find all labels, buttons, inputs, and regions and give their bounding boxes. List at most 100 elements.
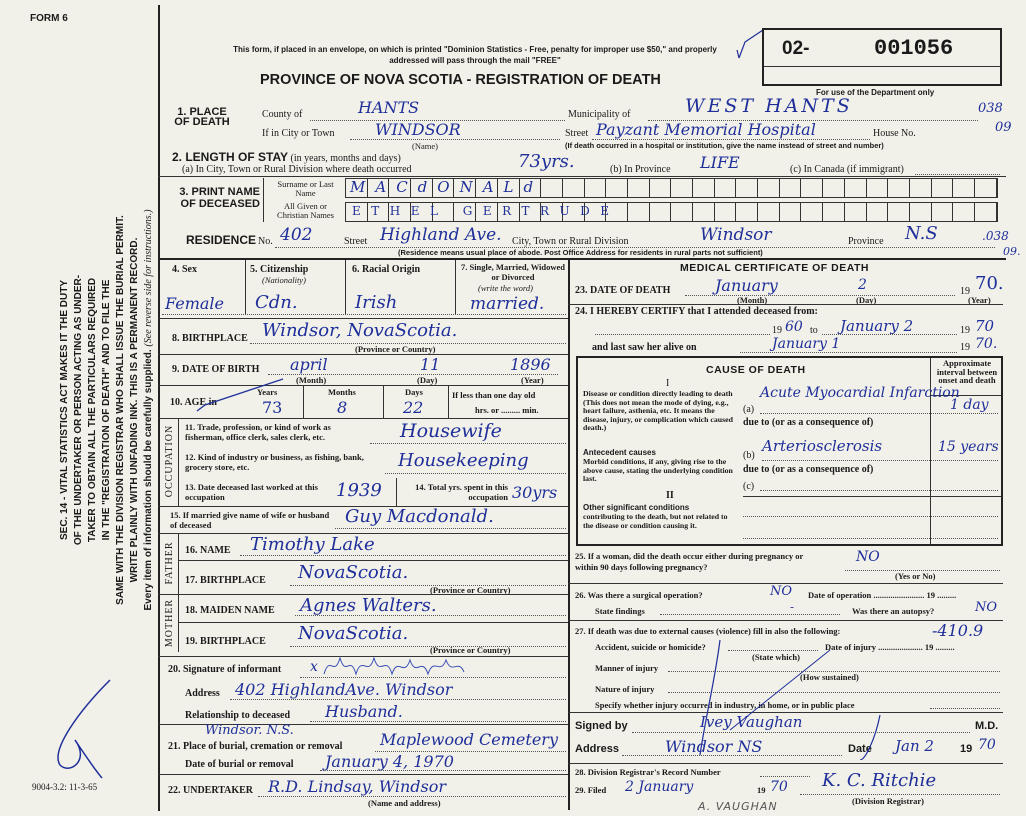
relationship-value: Husband. xyxy=(325,702,403,721)
due-to-label: due to (or as a consequence of) xyxy=(743,464,874,475)
cause-a-interval: 1 day xyxy=(950,397,989,413)
industry-value: Housekeeping xyxy=(398,450,529,471)
day-hint: (Day) xyxy=(856,295,877,305)
spouse-value: Guy Macdonald. xyxy=(345,506,494,527)
side-line: SEC. 14 - VITAL STATISTICS ACT MAKES IT … xyxy=(59,280,70,541)
relationship-label: Relationship to deceased xyxy=(185,710,290,721)
city-value: WINDSOR xyxy=(375,120,461,139)
year-prefix: 19 xyxy=(757,785,766,795)
physician-signature: Ivey Vaughan xyxy=(700,713,803,731)
residence-no: 402 xyxy=(280,225,313,245)
municipality-value: WEST HANTS xyxy=(685,95,853,117)
physician-address-label: Address xyxy=(575,743,620,755)
physician-address: Windsor NS xyxy=(665,737,763,756)
father-name: Timothy Lake xyxy=(250,534,375,555)
name-hint: (Name) xyxy=(412,141,438,151)
dod-day: 2 xyxy=(858,277,867,293)
q14-label: 14. Total yrs. spent in this occupation xyxy=(415,482,508,502)
year-prefix: 19 xyxy=(960,743,973,755)
medical-heading: MEDICAL CERTIFICATE OF DEATH xyxy=(680,262,869,274)
to-label: to xyxy=(810,325,818,336)
year-prefix: 19 xyxy=(772,325,782,336)
undertaker-value: R.D. Lindsay, Windsor xyxy=(268,777,447,796)
dod-year: 70. xyxy=(975,273,1004,294)
occupation-side-label: OCCUPATION xyxy=(164,424,175,498)
hospital-value: Payzant Memorial Hospital xyxy=(596,120,816,139)
last-worked-value: 1939 xyxy=(336,480,382,501)
years-value: 73 xyxy=(262,398,283,417)
month-hint: (Month) xyxy=(737,295,768,305)
days-value: 22 xyxy=(403,398,424,417)
autopsy-value: NO xyxy=(975,600,998,615)
form-number: FORM 6 xyxy=(30,13,68,24)
cause-a-label: (a) xyxy=(743,404,755,415)
findings-label: State findings xyxy=(595,606,645,616)
street-label: Street xyxy=(565,128,589,139)
prov-hint: (Province or Country) xyxy=(430,645,511,655)
q29-label: 29. Filed xyxy=(575,785,607,795)
surname-boxes[interactable] xyxy=(345,178,998,198)
mother-name-label: 18. MAIDEN NAME xyxy=(185,605,275,616)
residence-street: Highland Ave. xyxy=(380,225,502,245)
registration-number-box: 02- 001056 xyxy=(762,28,1002,86)
dept-only-note: For use of the Department only xyxy=(816,88,935,97)
part-two-label: II xyxy=(666,490,674,501)
side-instructions: SEC. 14 - VITAL STATISTICS ACT MAKES IT … xyxy=(58,130,156,690)
residence-city: Windsor xyxy=(700,225,772,245)
dept-code: 09. xyxy=(1003,245,1021,258)
informant-signature xyxy=(323,656,465,676)
name-label: 3. PRINT NAME OF DECEASED xyxy=(179,186,260,210)
accident-label: Accident, suicide or homicide? xyxy=(595,642,706,652)
mother-name: Agnes Walters. xyxy=(300,595,437,616)
marital-label: 7. Single, Married, Widowed or Divorced xyxy=(460,262,566,282)
sign-date: Jan 2 xyxy=(895,737,934,755)
hrs-min-label: hrs. or ......... min. xyxy=(475,405,539,415)
birthplace-label: 8. BIRTHPLACE xyxy=(172,333,248,344)
divider xyxy=(158,258,1006,260)
last-seen-date: January 1 xyxy=(772,336,841,352)
side-footer: Every item of information should be care… xyxy=(143,349,154,611)
form-title: PROVINCE OF NOVA SCOTIA - REGISTRATION O… xyxy=(260,72,661,88)
stay-hint: (in years, months and days) xyxy=(290,153,401,164)
undertaker-label: 22. UNDERTAKER xyxy=(168,785,254,796)
year-prefix: 19 xyxy=(960,286,970,297)
cause-b-value: Arteriosclerosis xyxy=(762,437,883,455)
last-seen-year: 70. xyxy=(975,336,998,352)
side-line: TAKER TO OBTAIN ALL THE PARTICULARS REQU… xyxy=(87,277,98,543)
signed-by-label: Signed by xyxy=(575,720,628,732)
sex-label: 4. Sex xyxy=(172,264,197,275)
dod-label: 23. DATE OF DEATH xyxy=(575,285,671,296)
to-date: January 2 xyxy=(840,317,914,335)
mother-side-label: MOTHER xyxy=(164,598,175,648)
side-line: SAME WITH THE DIVISION REGISTRAR WHO SHA… xyxy=(115,215,126,605)
filed-year: 70 xyxy=(770,779,788,795)
occupation-value: Housewife xyxy=(400,420,502,442)
prov-hint: (Province or Country) xyxy=(430,585,511,595)
stay-a-label: (a) In City, Town or Rural Division wher… xyxy=(182,164,412,175)
print-code: 9004-3.2: 11-3-65 xyxy=(32,782,98,792)
stay-label: 2. LENGTH OF STAY xyxy=(172,150,289,164)
residence-no-label: No. xyxy=(258,236,273,247)
pregnancy-value: NO xyxy=(856,549,880,565)
q27-label: 27. If death was due to external causes … xyxy=(575,626,841,636)
house-label: House No. xyxy=(873,128,916,139)
surname-label: Surname or Last Name xyxy=(277,179,334,198)
direct-cause-description: Disease or condition directly leading to… xyxy=(583,389,733,433)
to-year: 70 xyxy=(975,317,995,335)
residence-hint: (Residence means usual place of abode. P… xyxy=(398,248,763,257)
yes-no-hint: (Yes or No) xyxy=(895,571,936,581)
father-side-label: FATHER xyxy=(164,541,175,585)
birthplace-value: Windsor, NovaScotia. xyxy=(262,320,458,341)
dob-day: 11 xyxy=(420,355,441,374)
reg-number: 001056 xyxy=(874,36,954,61)
given-name-boxes[interactable] xyxy=(345,202,998,222)
stay-b-value: LIFE xyxy=(700,153,740,172)
q26-label: 26. Was there a surgical operation? xyxy=(575,590,703,600)
year-hint: (Year) xyxy=(521,375,544,385)
signature-strokes xyxy=(699,639,881,760)
dob-year: 1896 xyxy=(510,355,551,374)
total-years-value: 30yrs xyxy=(512,483,558,502)
q28-label: 28. Division Registrar's Record Number xyxy=(575,767,721,777)
burial-place-label: 21. Place of burial, cremation or remova… xyxy=(168,741,343,752)
